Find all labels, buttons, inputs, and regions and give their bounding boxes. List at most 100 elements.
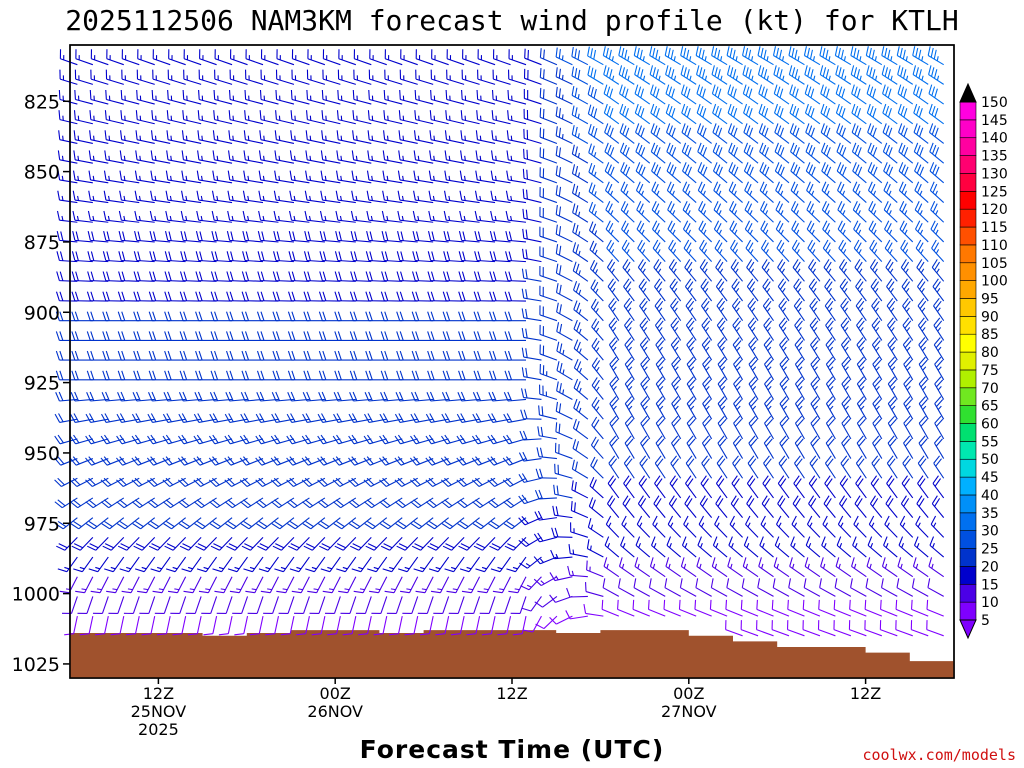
wind-barb [141,615,156,636]
wind-barb [116,497,140,509]
wind-barb [89,110,109,125]
barb-half-flag [514,588,520,591]
barb-flag [226,251,231,261]
barb-flag [240,392,246,402]
wind-barb [350,231,372,243]
barb-flag [132,523,141,530]
barb-half-flag [231,215,234,221]
wind-barb [146,456,171,466]
barb-flag [229,291,234,301]
wind-barb [212,130,233,145]
barb-flag [342,633,353,636]
barb-flag [104,413,110,423]
barb-flag [291,311,296,321]
barb-flag [380,350,385,361]
barb-flag [196,190,200,201]
barb-flag [241,545,251,551]
barb-flag [133,251,138,261]
wind-barb [59,49,78,66]
barb-flag [179,370,184,380]
barb-flag [118,251,122,261]
wind-barb [397,190,418,204]
barb-half-flag [236,588,241,591]
barb-flag [257,271,262,281]
barb-half-flag [296,566,302,570]
wind-barb [116,434,140,445]
barb-half-flag [386,195,389,201]
barb-flag [55,331,60,341]
wind-barb [227,170,248,184]
barb-flag [259,391,265,401]
barb-flag [163,392,169,402]
wind-barb [133,251,155,263]
barb-flag [102,291,107,301]
barb-flag [271,413,277,423]
wind-barb [334,251,356,263]
barb-half-flag [433,135,436,141]
barb-flag [287,311,292,321]
wind-barb [151,110,171,125]
wind-barb [164,536,187,551]
barb-flag [336,434,343,444]
wind-barb [348,413,372,423]
wind-barb [211,210,233,223]
wind-barb [74,69,93,85]
barb-half-flag [123,195,126,201]
barb-half-flag [561,74,564,80]
barb-flag [183,271,188,281]
barb-flag [336,110,339,120]
barb-flag [85,435,92,445]
barb-flag [100,501,109,509]
wind-barb [382,170,403,184]
wind-barb [365,271,387,282]
wind-barb [150,190,171,204]
barb-flag [334,331,339,341]
wind-barb [166,150,186,164]
wind-barb [382,150,403,164]
barb-half-flag [234,566,240,570]
barb-half-flag [92,195,95,201]
barb-flag [73,434,80,444]
barb-flag [368,89,370,100]
wind-barb [57,556,78,573]
wind-barb [87,536,109,551]
barb-flag [133,370,138,380]
barb-flag [272,291,277,301]
wind-barb [289,170,310,184]
wind-barb [320,170,341,184]
wind-barb [290,110,310,125]
wind-barb [152,576,171,594]
barb-flag [245,231,250,241]
barb-flag [271,501,280,509]
barb-flag [122,231,126,241]
barb-flag [276,271,280,281]
barb-half-flag [402,135,405,141]
wind-barb [294,596,310,614]
barb-flag [117,370,122,380]
wind-barb [413,150,434,164]
barb-flag [380,291,385,301]
barb-flag [398,568,408,573]
barb-flag [75,271,79,281]
barb-flag [305,130,308,140]
barb-flag [335,231,339,241]
wind-barb [150,150,171,164]
barb-flag [413,190,416,201]
barb-flag [86,392,91,402]
wind-barbs [54,46,945,637]
barb-half-flag [572,549,575,555]
barb-flag [134,231,138,241]
barb-half-flag [278,135,281,141]
barb-flag [75,590,85,594]
barb-flag [193,435,200,445]
wind-barb [70,413,93,423]
barb-flag [195,545,205,551]
barb-half-flag [185,155,188,161]
wind-barb [150,130,171,145]
barb-flag [275,350,280,361]
barb-flag [367,110,370,120]
wind-barb [102,271,124,282]
barb-half-flag [499,588,504,591]
barb-flag [196,568,207,573]
wind-barb [126,615,140,636]
